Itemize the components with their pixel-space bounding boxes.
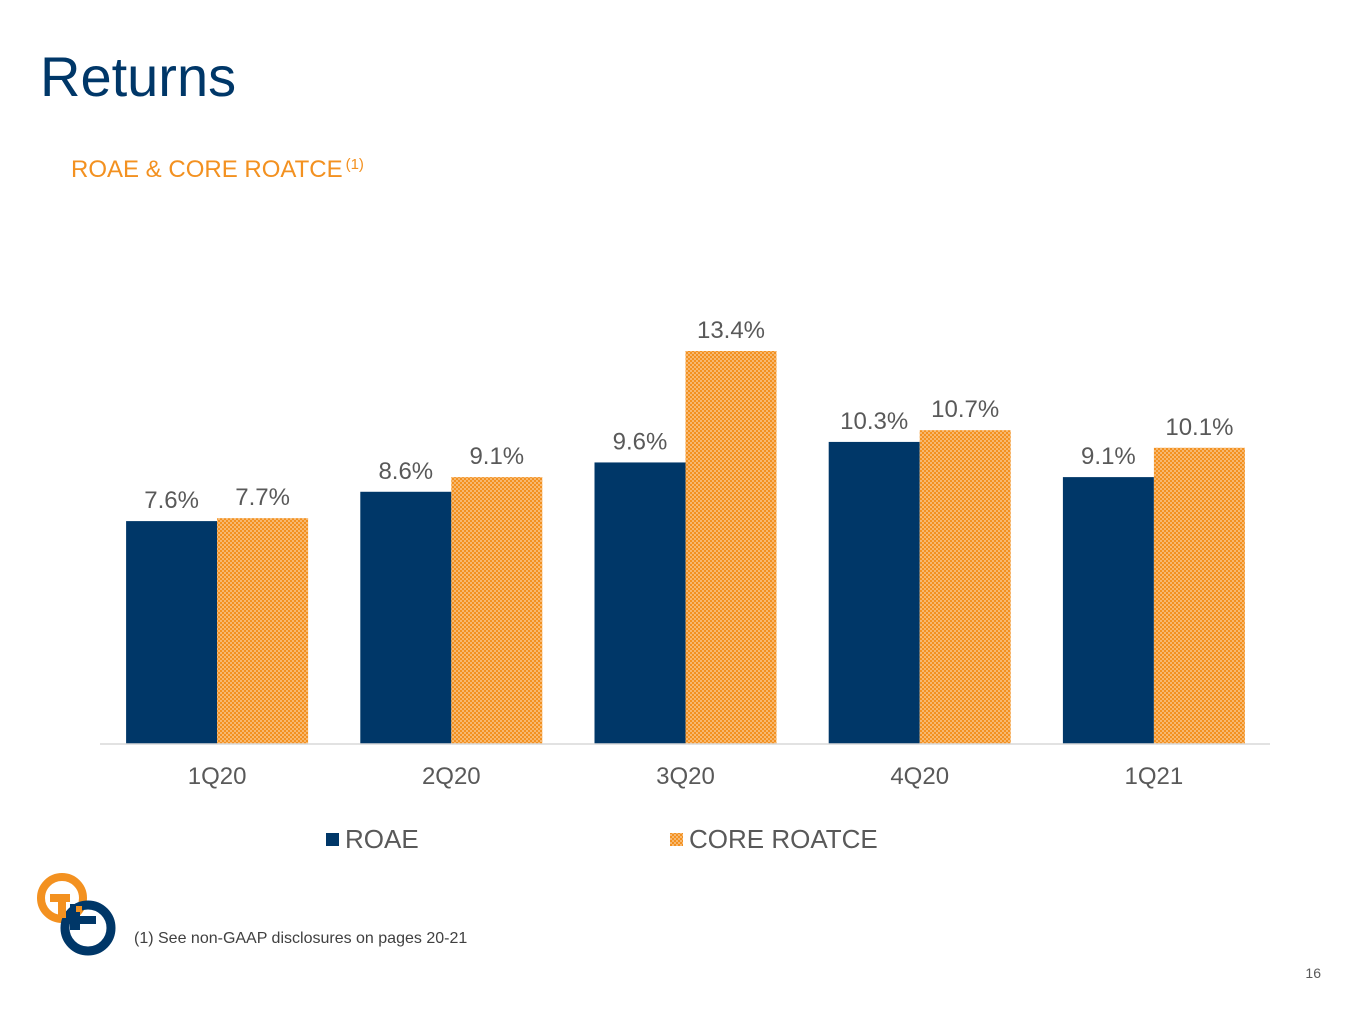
legend-label-roae: ROAE	[345, 824, 419, 854]
legend-label-core-roatce: CORE ROATCE	[689, 824, 878, 854]
roae-value-label-3q20: 9.6%	[613, 428, 668, 455]
x-tick-label-4q20: 4Q20	[890, 763, 949, 790]
roae-value-label-2q20: 8.6%	[378, 458, 433, 485]
company-logo	[36, 872, 120, 961]
roae-value-label-1q21: 9.1%	[1081, 443, 1136, 470]
x-tick-label-2q20: 2Q20	[422, 763, 481, 790]
roae-bar-4q20	[828, 441, 920, 744]
core-roatce-bar-1q21	[1153, 447, 1245, 744]
legend-swatch-roae	[326, 833, 339, 846]
chart-title-text: ROAE & CORE ROATCE	[71, 156, 343, 183]
page-title: Returns	[40, 45, 237, 108]
core-roatce-value-label-1q21: 10.1%	[1165, 414, 1233, 441]
roae-bar-3q20	[594, 462, 686, 744]
page-number: 16	[1305, 965, 1321, 981]
core-roatce-value-label-2q20: 9.1%	[469, 443, 524, 470]
roae-bar-2q20	[360, 491, 452, 744]
chart-title-footnote-marker: (1)	[345, 156, 364, 173]
core-roatce-value-label-4q20: 10.7%	[931, 396, 999, 423]
chart-title: ROAE & CORE ROATCE (1)	[71, 156, 364, 184]
roae-value-label-4q20: 10.3%	[840, 408, 908, 435]
core-roatce-value-label-3q20: 13.4%	[697, 317, 765, 344]
core-roatce-value-label-1q20: 7.7%	[235, 484, 290, 511]
roae-bar-1q20	[126, 521, 218, 744]
x-tick-label-1q21: 1Q21	[1125, 763, 1184, 790]
core-roatce-bar-3q20	[685, 351, 777, 744]
roae-bar-1q21	[1062, 477, 1154, 744]
roae-value-label-1q20: 7.6%	[144, 487, 199, 514]
footnote: (1) See non-GAAP disclosures on pages 20…	[134, 930, 468, 947]
returns-bar-chart: 7.6% 7.7% 1Q20 8.6% 9.1% 2Q20 9.6% 13.4% 3Q20 10.…	[100, 317, 1270, 854]
x-tick-label-3q20: 3Q20	[656, 763, 715, 790]
core-roatce-bar-4q20	[919, 430, 1011, 744]
x-tick-label-1q20: 1Q20	[188, 763, 247, 790]
core-roatce-bar-2q20	[451, 477, 543, 744]
legend-swatch-core-roatce	[670, 833, 683, 846]
core-roatce-bar-1q20	[217, 518, 309, 744]
